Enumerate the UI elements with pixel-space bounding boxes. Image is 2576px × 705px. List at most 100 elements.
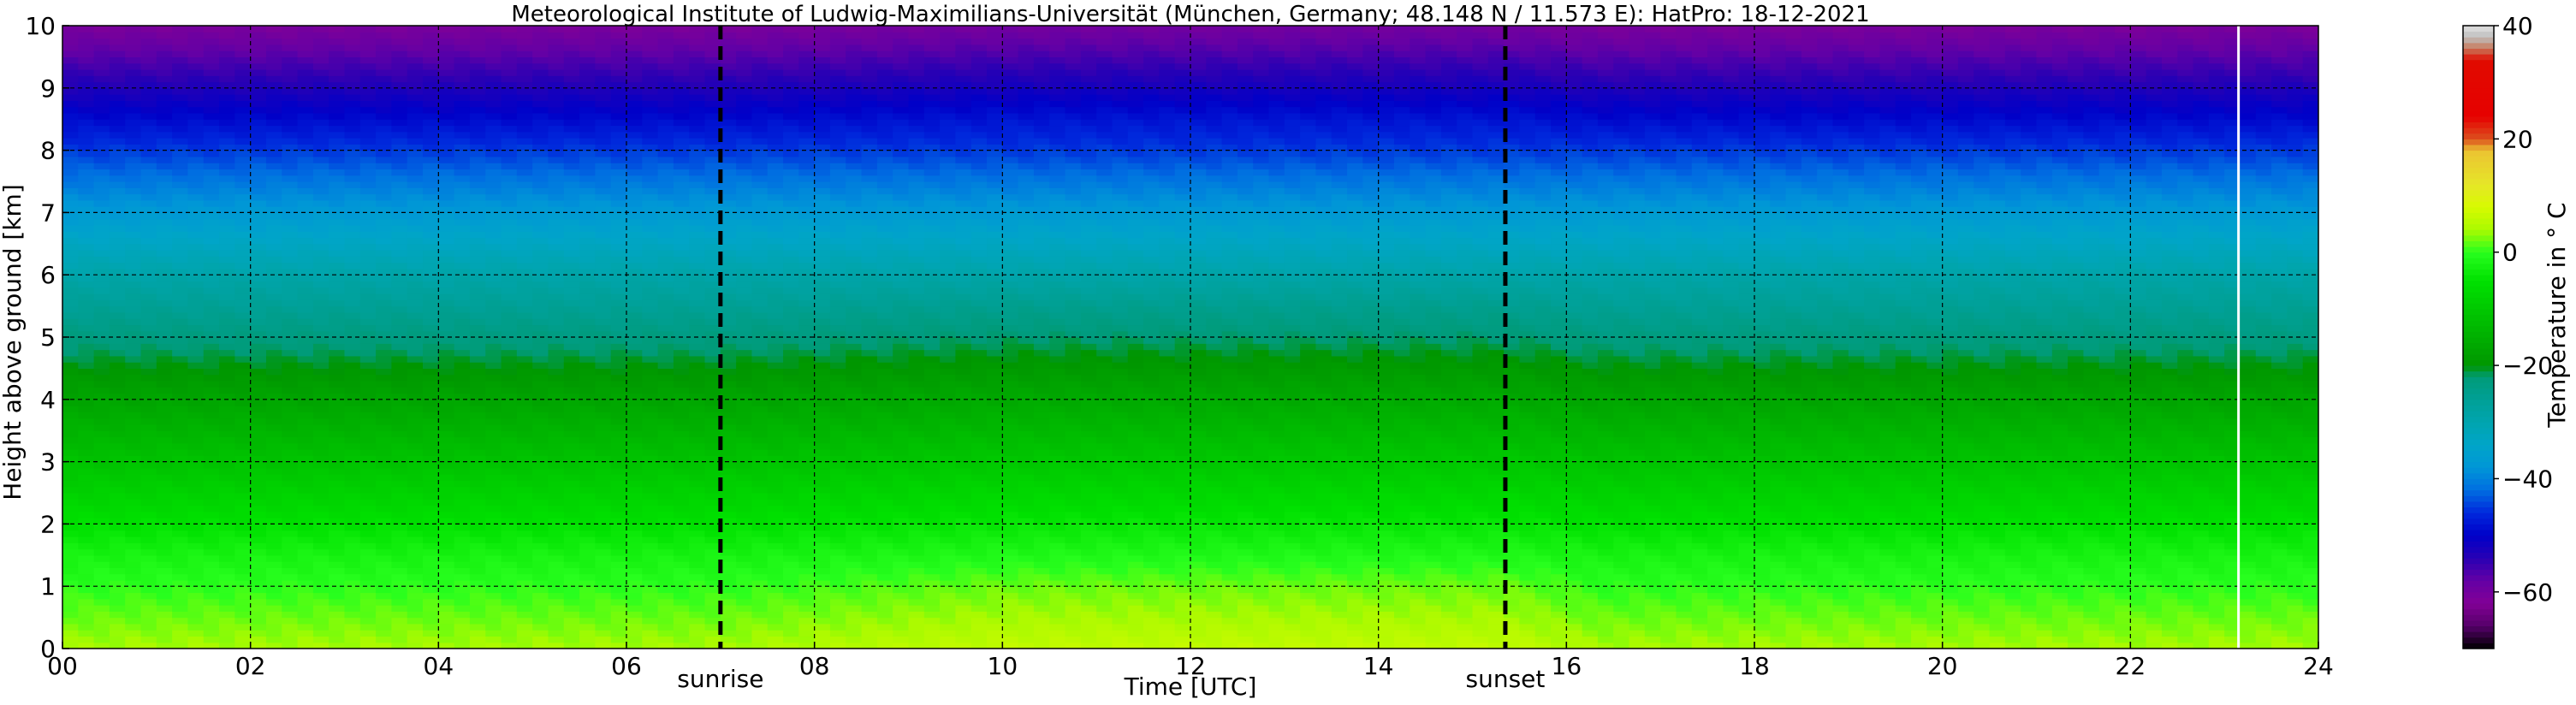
heatmap-cell bbox=[798, 406, 815, 412]
heatmap-cell bbox=[438, 381, 454, 388]
heatmap-cell bbox=[94, 381, 110, 388]
heatmap-cell bbox=[642, 88, 658, 95]
heatmap-cell bbox=[141, 462, 157, 469]
heatmap-cell bbox=[251, 337, 267, 344]
heatmap-cell bbox=[234, 549, 251, 556]
heatmap-cell bbox=[125, 119, 141, 126]
heatmap-cell bbox=[798, 592, 815, 599]
heatmap-cell bbox=[736, 499, 752, 506]
heatmap-cell bbox=[485, 418, 502, 425]
heatmap-cell bbox=[674, 524, 690, 530]
heatmap-cell bbox=[345, 418, 361, 425]
heatmap-cell bbox=[751, 430, 768, 437]
heatmap-cell bbox=[532, 225, 549, 232]
heatmap-cell bbox=[626, 624, 643, 631]
heatmap-cell bbox=[579, 44, 596, 51]
heatmap-cell bbox=[313, 281, 329, 287]
heatmap-cell bbox=[564, 107, 580, 114]
heatmap-cell bbox=[407, 163, 424, 169]
heatmap-cell bbox=[751, 100, 768, 107]
heatmap-cell bbox=[642, 132, 658, 139]
heatmap-cell bbox=[815, 337, 831, 344]
heatmap-cell bbox=[674, 480, 690, 487]
heatmap-cell bbox=[595, 88, 611, 95]
heatmap-cell bbox=[611, 468, 627, 475]
heatmap-cell bbox=[438, 499, 454, 506]
heatmap-cell bbox=[141, 449, 157, 456]
heatmap-cell bbox=[674, 50, 690, 57]
heatmap-cell bbox=[783, 567, 799, 574]
heatmap-cell bbox=[282, 125, 298, 132]
heatmap-cell bbox=[626, 275, 643, 281]
heatmap-cell bbox=[674, 151, 690, 157]
heatmap-cell bbox=[266, 113, 282, 120]
chart-title: Meteorological Institute of Ludwig-Maxim… bbox=[511, 2, 1869, 27]
heatmap-cell bbox=[642, 169, 658, 175]
heatmap-cell bbox=[282, 94, 298, 101]
heatmap-cell bbox=[423, 212, 439, 219]
heatmap-cell bbox=[736, 244, 752, 251]
heatmap-cell bbox=[204, 480, 220, 487]
heatmap-cell bbox=[815, 287, 831, 294]
heatmap-cell bbox=[345, 506, 361, 512]
heatmap-cell bbox=[282, 238, 298, 245]
heatmap-cell bbox=[360, 406, 377, 412]
heatmap-cell bbox=[689, 555, 705, 562]
heatmap-cell bbox=[251, 611, 267, 618]
heatmap-cell bbox=[78, 175, 94, 182]
heatmap-cell bbox=[502, 175, 518, 182]
heatmap-cell bbox=[658, 250, 674, 257]
heatmap-cell bbox=[611, 100, 627, 107]
heatmap-cell bbox=[204, 151, 220, 157]
heatmap-cell bbox=[830, 530, 846, 537]
heatmap-cell bbox=[329, 39, 345, 45]
heatmap-cell bbox=[298, 343, 314, 350]
heatmap-cell bbox=[298, 430, 314, 437]
heatmap-cell bbox=[219, 26, 235, 33]
heatmap-cell bbox=[234, 362, 251, 369]
heatmap-cell bbox=[502, 468, 518, 475]
heatmap-cell bbox=[626, 163, 643, 169]
heatmap-cell bbox=[62, 592, 79, 599]
heatmap-cell bbox=[830, 418, 846, 425]
heatmap-cell bbox=[282, 275, 298, 281]
heatmap-cell bbox=[360, 611, 377, 618]
heatmap-cell bbox=[768, 212, 784, 219]
heatmap-cell bbox=[78, 418, 94, 425]
heatmap-cell bbox=[407, 636, 424, 643]
heatmap-cell bbox=[125, 94, 141, 101]
heatmap-cell bbox=[579, 443, 596, 450]
heatmap-cell bbox=[579, 56, 596, 63]
heatmap-cell bbox=[266, 412, 282, 418]
heatmap-cell bbox=[298, 630, 314, 637]
heatmap-cell bbox=[454, 281, 471, 287]
heatmap-cell bbox=[517, 487, 533, 494]
heatmap-cell bbox=[345, 299, 361, 306]
heatmap-cell bbox=[125, 318, 141, 325]
heatmap-cell bbox=[564, 530, 580, 537]
heatmap-cell bbox=[689, 506, 705, 512]
heatmap-cell bbox=[391, 69, 407, 76]
heatmap-cell bbox=[423, 536, 439, 543]
heatmap-cell bbox=[423, 474, 439, 481]
heatmap-cell bbox=[736, 32, 752, 39]
heatmap-cell bbox=[564, 567, 580, 574]
heatmap-cell bbox=[251, 480, 267, 487]
heatmap-cell bbox=[485, 287, 502, 294]
heatmap-cell bbox=[329, 350, 345, 357]
heatmap-cell bbox=[579, 238, 596, 245]
heatmap-cell bbox=[313, 250, 329, 257]
heatmap-cell bbox=[157, 238, 173, 245]
heatmap-cell bbox=[423, 362, 439, 369]
heatmap-cell bbox=[298, 599, 314, 606]
heatmap-cell bbox=[736, 44, 752, 51]
heatmap-cell bbox=[345, 194, 361, 201]
heatmap-cell bbox=[110, 418, 126, 425]
heatmap-cell bbox=[187, 39, 204, 45]
heatmap-cell bbox=[376, 400, 392, 406]
heatmap-cell bbox=[376, 418, 392, 425]
heatmap-cell bbox=[564, 157, 580, 163]
heatmap-cell bbox=[329, 400, 345, 406]
heatmap-cell bbox=[736, 375, 752, 382]
heatmap-cell bbox=[423, 356, 439, 363]
